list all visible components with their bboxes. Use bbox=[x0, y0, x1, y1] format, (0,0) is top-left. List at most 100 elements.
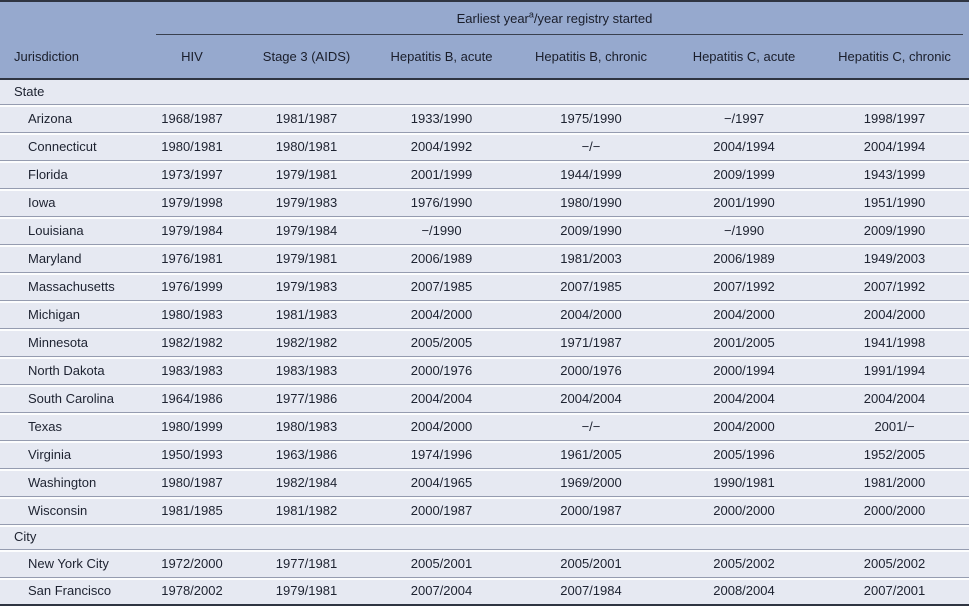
value-cell: 2000/2000 bbox=[820, 495, 969, 524]
value-cell: 2000/1994 bbox=[668, 355, 820, 384]
value-cell: 1981/1985 bbox=[140, 495, 244, 524]
value-cell: 1979/1981 bbox=[244, 576, 369, 605]
table-row: Wisconsin 1981/1985 1981/1982 2000/1987 2000… bbox=[0, 495, 969, 524]
value-cell: 1975/1990 bbox=[514, 103, 668, 132]
value-cell: 2005/2001 bbox=[514, 548, 668, 577]
value-cell: 1981/2000 bbox=[820, 467, 969, 496]
value-cell: 2009/1990 bbox=[820, 215, 969, 244]
value-cell: 1969/2000 bbox=[514, 467, 668, 496]
table-row: Texas 1980/1999 1980/1983 2004/2000 −/− 2004/… bbox=[0, 411, 969, 440]
table-row: Virginia 1950/1993 1963/1986 1974/1996 1961/… bbox=[0, 439, 969, 468]
table-row: Maryland 1976/1981 1979/1981 2006/1989 1981/… bbox=[0, 243, 969, 272]
jurisdiction-cell: Washington bbox=[0, 467, 140, 496]
value-cell: 1979/1984 bbox=[140, 215, 244, 244]
value-cell: 2007/1992 bbox=[668, 271, 820, 300]
value-cell: 2007/1985 bbox=[369, 271, 514, 300]
value-cell: 2005/2002 bbox=[668, 548, 820, 577]
spanner-footnote-marker: a bbox=[528, 9, 534, 20]
value-cell: 1981/1982 bbox=[244, 495, 369, 524]
value-cell: 2004/1994 bbox=[668, 131, 820, 160]
value-cell: −/1990 bbox=[369, 215, 514, 244]
value-cell: 1983/1983 bbox=[244, 355, 369, 384]
table-row: Minnesota 1982/1982 1982/1982 2005/2005 1971… bbox=[0, 327, 969, 356]
value-cell: 2004/2000 bbox=[668, 299, 820, 328]
jurisdiction-cell: Michigan bbox=[0, 299, 140, 328]
value-cell: 2000/2000 bbox=[668, 495, 820, 524]
jurisdiction-cell: Texas bbox=[0, 411, 140, 440]
value-cell: 1976/1981 bbox=[140, 243, 244, 272]
value-cell: 1980/1999 bbox=[140, 411, 244, 440]
value-cell: 1983/1983 bbox=[140, 355, 244, 384]
value-cell: 1952/2005 bbox=[820, 439, 969, 468]
jurisdiction-cell: Louisiana bbox=[0, 215, 140, 244]
value-cell: 2005/1996 bbox=[668, 439, 820, 468]
table-header: Earliest yeara/year registry started Jur… bbox=[0, 1, 969, 80]
value-cell: −/1997 bbox=[668, 103, 820, 132]
jurisdiction-cell: New York City bbox=[0, 548, 140, 577]
column-header-hep-b-acute: Hepatitis B, acute bbox=[369, 35, 514, 80]
value-cell: 2009/1999 bbox=[668, 159, 820, 188]
value-cell: 2009/1990 bbox=[514, 215, 668, 244]
value-cell: 2008/2004 bbox=[668, 576, 820, 605]
value-cell: 1979/1981 bbox=[244, 243, 369, 272]
table-row: South Carolina 1964/1986 1977/1986 2004/200… bbox=[0, 383, 969, 412]
column-header-jurisdiction: Jurisdiction bbox=[0, 35, 140, 80]
value-cell: 1991/1994 bbox=[820, 355, 969, 384]
table-row: Massachusetts 1976/1999 1979/1983 2007/1985… bbox=[0, 271, 969, 300]
value-cell: 2000/1987 bbox=[369, 495, 514, 524]
value-cell: 1980/1983 bbox=[140, 299, 244, 328]
value-cell: 1981/1983 bbox=[244, 299, 369, 328]
value-cell: 2006/1989 bbox=[369, 243, 514, 272]
table-row: Michigan 1980/1983 1981/1983 2004/2000 2004/… bbox=[0, 299, 969, 328]
table-row: Washington 1980/1987 1982/1984 2004/1965 196… bbox=[0, 467, 969, 496]
value-cell: 2007/2001 bbox=[820, 576, 969, 605]
column-header-stage3-aids: Stage 3 (AIDS) bbox=[244, 35, 369, 80]
column-header-hiv: HIV bbox=[140, 35, 244, 80]
value-cell: −/1990 bbox=[668, 215, 820, 244]
value-cell: 2000/1987 bbox=[514, 495, 668, 524]
table-body: State Arizona 1968/1987 1981/1987 1933/1990 1… bbox=[0, 79, 969, 605]
value-cell: 1981/1987 bbox=[244, 103, 369, 132]
section-row: State bbox=[0, 79, 969, 104]
value-cell: 2004/2004 bbox=[514, 383, 668, 412]
value-cell: 2001/1990 bbox=[668, 187, 820, 216]
value-cell: 1963/1986 bbox=[244, 439, 369, 468]
value-cell: 2004/2004 bbox=[369, 383, 514, 412]
value-cell: 2000/1976 bbox=[369, 355, 514, 384]
value-cell: −/− bbox=[514, 411, 668, 440]
table-row: North Dakota 1983/1983 1983/1983 2000/1976 2… bbox=[0, 355, 969, 384]
value-cell: 1977/1986 bbox=[244, 383, 369, 412]
value-cell: 2004/2000 bbox=[369, 411, 514, 440]
value-cell: 1972/2000 bbox=[140, 548, 244, 577]
value-cell: 2000/1976 bbox=[514, 355, 668, 384]
value-cell: 2004/1992 bbox=[369, 131, 514, 160]
value-cell: 2005/2005 bbox=[369, 327, 514, 356]
jurisdiction-cell: South Carolina bbox=[0, 383, 140, 412]
value-cell: 2007/1984 bbox=[514, 576, 668, 605]
value-cell: 1979/1983 bbox=[244, 271, 369, 300]
spanner-suffix: /year registry started bbox=[533, 11, 653, 26]
value-cell: 1976/1990 bbox=[369, 187, 514, 216]
value-cell: 1990/1981 bbox=[668, 467, 820, 496]
value-cell: 2004/2000 bbox=[514, 299, 668, 328]
value-cell: −/− bbox=[514, 131, 668, 160]
value-cell: 1980/1990 bbox=[514, 187, 668, 216]
value-cell: 1980/1987 bbox=[140, 467, 244, 496]
jurisdiction-cell: Arizona bbox=[0, 103, 140, 132]
table-row: Iowa 1979/1998 1979/1983 1976/1990 1980/1990… bbox=[0, 187, 969, 216]
value-cell: 1979/1984 bbox=[244, 215, 369, 244]
spanner-heading: Earliest yeara/year registry started bbox=[140, 1, 969, 35]
jurisdiction-cell: Connecticut bbox=[0, 131, 140, 160]
table-row: Florida 1973/1997 1979/1981 2001/1999 1944/1… bbox=[0, 159, 969, 188]
spanner-prefix: Earliest year bbox=[456, 11, 529, 26]
jurisdiction-cell: Florida bbox=[0, 159, 140, 188]
table-row: Arizona 1968/1987 1981/1987 1933/1990 1975/1… bbox=[0, 103, 969, 132]
section-label: State bbox=[14, 84, 45, 100]
spanner-empty-cell bbox=[0, 1, 140, 35]
value-cell: 1971/1987 bbox=[514, 327, 668, 356]
value-cell: 2007/1992 bbox=[820, 271, 969, 300]
column-header-hep-b-chronic: Hepatitis B, chronic bbox=[514, 35, 668, 80]
value-cell: 2007/1985 bbox=[514, 271, 668, 300]
value-cell: 2005/2002 bbox=[820, 548, 969, 577]
